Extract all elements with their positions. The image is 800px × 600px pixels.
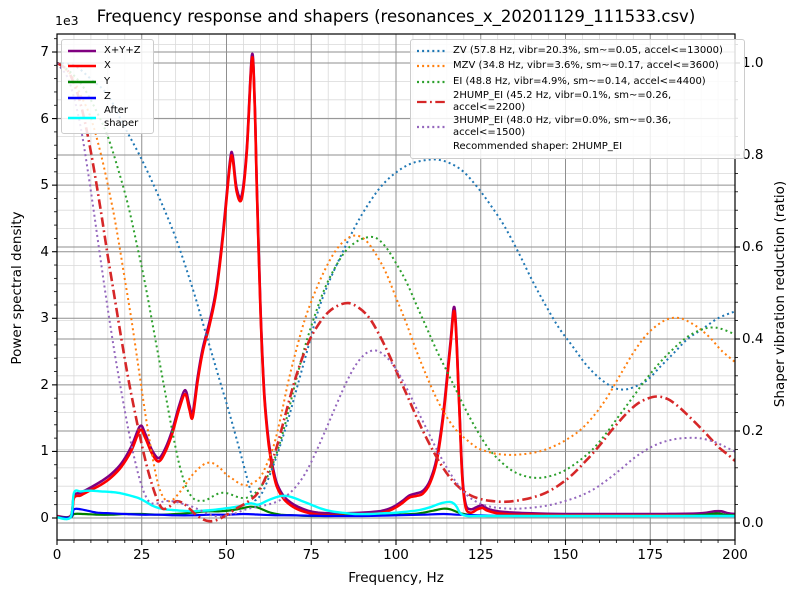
legend-shapers-items: ZV (57.8 Hz, vibr=20.3%, sm~=0.05, accel… — [416, 43, 738, 140]
legend-shaper-label: ZV (57.8 Hz, vibr=20.3%, sm~=0.05, accel… — [453, 44, 723, 56]
legend-source-item-1: X — [67, 59, 147, 75]
legend-shaper-item-2: EI (48.8 Hz, vibr=4.9%, sm~=0.14, accel<… — [416, 74, 738, 90]
legend-source-sample-line — [68, 49, 96, 53]
x-tick-label: 100 — [383, 547, 409, 563]
chart-title: Frequency response and shapers (resonanc… — [96, 7, 696, 26]
curve-after_shaper — [57, 489, 735, 521]
y-axis-left-label: Power spectral density — [9, 211, 25, 365]
legend-shapers: ZV (57.8 Hz, vibr=20.3%, sm~=0.05, accel… — [410, 39, 745, 160]
legend-source-label: Z — [104, 91, 111, 103]
x-tick-label: 75 — [302, 547, 320, 563]
legend-source-item-0: X+Y+Z — [67, 43, 147, 59]
y-left-tick-label: 3 — [40, 310, 49, 327]
curves — [57, 52, 735, 523]
x-tick-label: 0 — [52, 547, 62, 563]
y-right-tick-label: 0.0 — [742, 515, 764, 531]
legend-shaper-label: 2HUMP_EI (45.2 Hz, vibr=0.1%, sm~=0.26, … — [453, 89, 672, 114]
x-axis-label: Frequency, Hz — [348, 570, 444, 586]
y-left-tick-label: 6 — [40, 110, 49, 127]
legend-shaper-item-1: MZV (34.8 Hz, vibr=3.6%, sm~=0.17, accel… — [416, 59, 738, 75]
curve-mzv — [57, 62, 735, 503]
legend-source-sample-line — [68, 65, 96, 68]
curve-three_hump_ei — [57, 62, 735, 518]
legend-shaper-sample-line — [417, 49, 445, 52]
legend-source-label: X — [104, 60, 111, 72]
y-right-tick-label: 0.8 — [742, 147, 764, 163]
legend-source-sample-line — [68, 80, 96, 84]
curve-zv — [57, 62, 735, 502]
legend-shaper-item-3: 2HUMP_EI (45.2 Hz, vibr=0.1%, sm~=0.26, … — [416, 90, 738, 115]
legend-source-item-2: Y — [67, 74, 147, 90]
y-right-tick-label: 0.4 — [742, 331, 764, 347]
y-right-tick-label: 1.0 — [742, 55, 764, 71]
legend-shaper-sample-line — [417, 80, 445, 84]
legend-source-label: After shaper — [104, 105, 139, 129]
y-right-tick-label: 0.6 — [742, 239, 764, 255]
plot-spines — [56, 33, 736, 541]
y-axis-right-label: Shaper vibration reduction (ratio) — [772, 180, 788, 408]
y-axis-offset-label: 1e3 — [55, 13, 79, 28]
y-left-tick-label: 5 — [40, 177, 49, 194]
legend-source-sample-line — [68, 116, 96, 120]
x-tick-label: 175 — [637, 547, 664, 563]
legend-source-label: Y — [104, 75, 111, 87]
legend-shaper-sample-line — [417, 101, 445, 104]
legend-shaper-label: MZV (34.8 Hz, vibr=3.6%, sm~=0.17, accel… — [453, 60, 719, 72]
legend-shaper-label: EI (48.8 Hz, vibr=4.9%, sm~=0.14, accel<… — [453, 75, 706, 87]
legend-source-label: X+Y+Z — [104, 44, 141, 56]
x-tick-label: 200 — [722, 547, 748, 563]
legend-source-item-3: Z — [67, 90, 147, 106]
x-tick-label: 150 — [552, 547, 579, 563]
legend-source-item-4: After shaper — [67, 105, 147, 130]
recommended-shaper-note: Recommended shaper: 2HUMP_EI — [453, 141, 623, 153]
legend-shaper-item-0: ZV (57.8 Hz, vibr=20.3%, sm~=0.05, accel… — [416, 43, 738, 59]
x-tick-label: 25 — [133, 547, 151, 563]
legend-note-row: Recommended shaper: 2HUMP_EI — [416, 140, 738, 156]
legend-shaper-label: 3HUMP_EI (48.0 Hz, vibr=0.0%, sm~=0.36, … — [453, 114, 672, 139]
y-left-tick-label: 4 — [40, 243, 49, 260]
legend-shaper-sample-line — [417, 65, 445, 68]
y-right-tick-label: 0.2 — [742, 423, 764, 439]
legend-source-sample-line — [68, 96, 96, 99]
y-left-tick-label: 7 — [40, 44, 49, 60]
y-left-tick-label: 0 — [40, 510, 49, 526]
curve-two_hump_ei — [57, 61, 735, 523]
curve-ei — [57, 62, 735, 503]
legend-shaper-item-4: 3HUMP_EI (48.0 Hz, vibr=0.0%, sm~=0.36, … — [416, 115, 738, 140]
legend-shaper-sample-line — [417, 126, 445, 129]
legend-sources: X+Y+Z X Y Z After shaper — [61, 39, 154, 135]
x-tick-label: 125 — [467, 547, 494, 563]
y-left-tick-label: 1 — [40, 443, 49, 460]
y-left-tick-label: 2 — [40, 376, 49, 393]
curve-x — [57, 55, 735, 520]
x-tick-label: 50 — [217, 547, 236, 563]
